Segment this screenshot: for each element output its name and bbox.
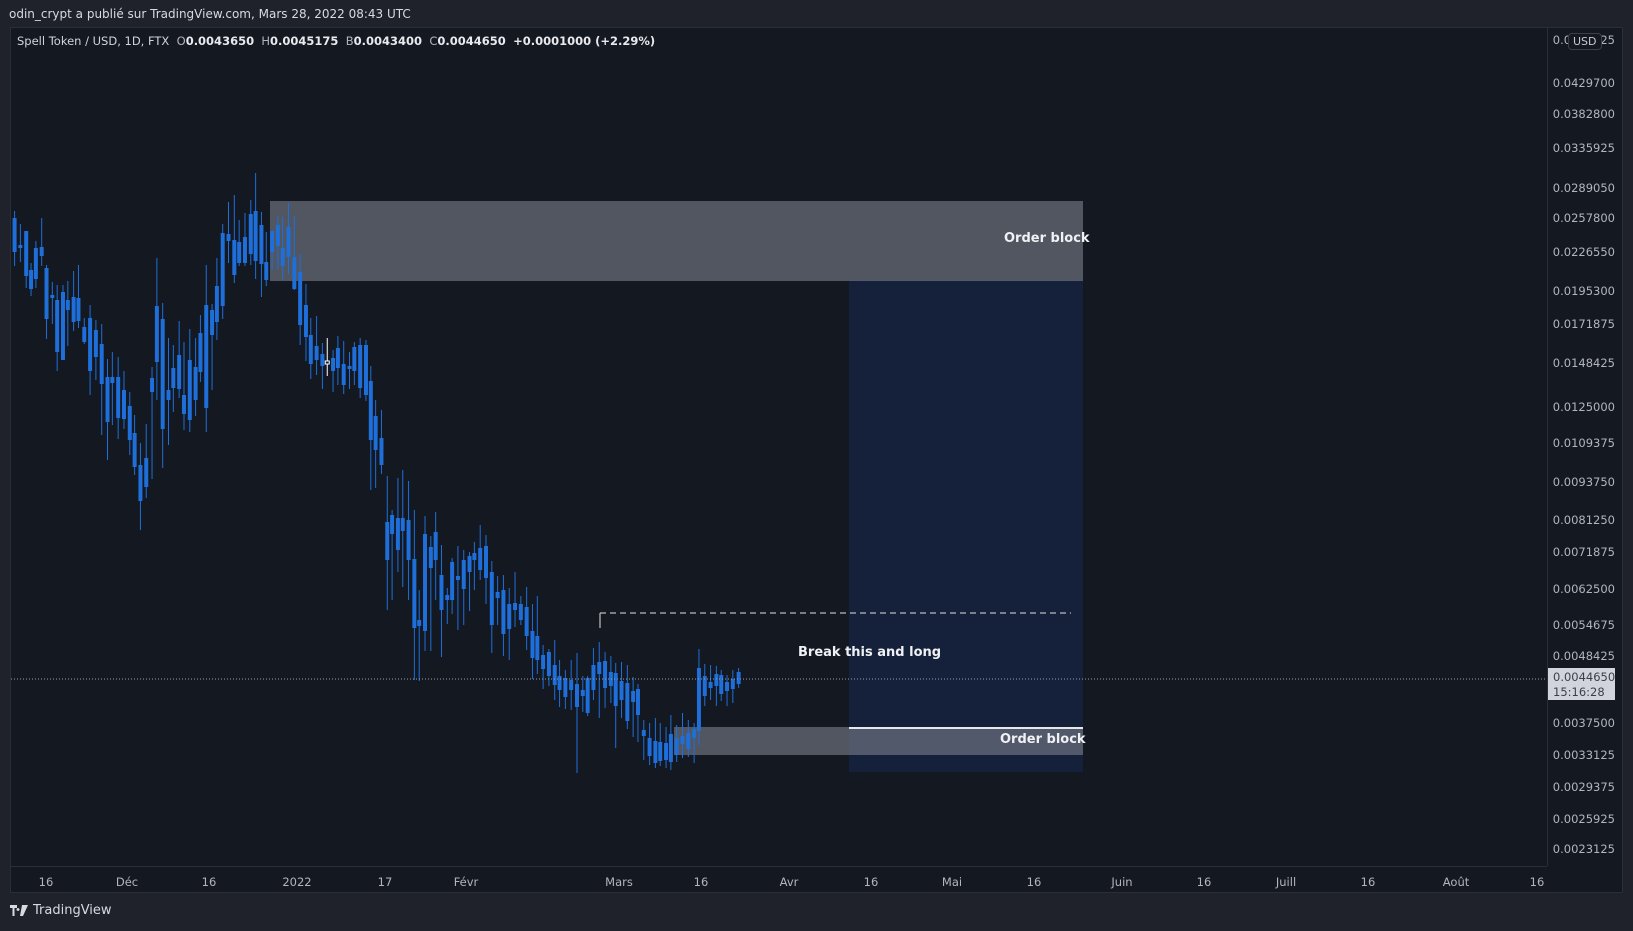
time-tick: 17: [377, 875, 393, 889]
publisher-info: odin_crypt a publié sur TradingView.com,…: [9, 7, 411, 21]
time-tick: Août: [1442, 875, 1470, 889]
time-tick: 16: [1026, 875, 1042, 889]
time-tick: Févr: [453, 875, 479, 889]
tradingview-logo-icon: [10, 905, 28, 916]
currency-badge[interactable]: USD: [1568, 33, 1602, 50]
time-tick: 16: [38, 875, 54, 889]
time-tick: Juin: [1111, 875, 1133, 889]
order-block-top-label: Order block: [1004, 231, 1090, 246]
time-tick: 16: [1529, 875, 1545, 889]
last-price-label: 0.0044650 15:16:28: [1548, 668, 1615, 700]
change-value: +0.0001000 (+2.29%): [513, 34, 656, 48]
break-line-label: Break this and long: [798, 645, 942, 660]
order-block-bottom-topline: [849, 727, 1083, 729]
time-tick: 2022: [282, 875, 312, 889]
price-tick: 0.0289050: [1552, 181, 1615, 195]
order-block-top[interactable]: [270, 201, 1083, 281]
price-tick: 0.0054675: [1552, 618, 1615, 632]
open-value: 0.0043650: [185, 34, 255, 48]
time-tick: Mai: [941, 875, 963, 889]
price-tick: 0.0335925: [1552, 141, 1615, 155]
price-tick: 0.0226550: [1552, 245, 1615, 259]
time-tick: Juill: [1275, 875, 1297, 889]
publish-header: odin_crypt a publié sur TradingView.com,…: [0, 0, 1633, 27]
price-tick: 0.0025925: [1552, 812, 1615, 826]
price-tick: 0.0429700: [1552, 76, 1615, 90]
chart-plot-area[interactable]: Order block Order block Break this and l…: [11, 28, 1547, 866]
price-tick: 0.0195300: [1552, 284, 1615, 298]
time-tick: Déc: [115, 875, 139, 889]
order-block-bottom[interactable]: [674, 727, 1083, 755]
price-tick: 0.0109375: [1552, 436, 1615, 450]
last-price-value: 0.0044650: [1553, 670, 1616, 684]
time-tick: Mars: [605, 875, 633, 889]
long-position-zone[interactable]: [849, 280, 1083, 772]
price-tick: 0.0037500: [1552, 716, 1615, 730]
symbol-name: Spell Token / USD, 1D, FTX: [17, 34, 170, 48]
price-tick: 0.0048425: [1552, 649, 1615, 663]
price-tick: 0.0171875: [1552, 317, 1615, 331]
price-tick: 0.0125000: [1552, 400, 1615, 414]
low-value: 0.0043400: [353, 34, 423, 48]
time-axis[interactable]: 16 Déc 16 2022 17 Févr Mars 16 Avr 16 Mai 16 Juin 16 J…: [11, 866, 1547, 893]
price-axis[interactable]: 0.04765250.04297000.03828000.03359250.02…: [1547, 28, 1623, 866]
order-block-bottom-label: Order block: [1000, 732, 1086, 747]
price-tick: 0.0029375: [1552, 780, 1615, 794]
symbol-legend: Spell Token / USD, 1D, FTX O0.0043650 H0…: [17, 34, 656, 48]
price-tick: 0.0382800: [1552, 107, 1615, 121]
bar-countdown: 15:16:28: [1553, 685, 1605, 699]
price-tick: 0.0071875: [1552, 545, 1615, 559]
time-tick: 16: [1196, 875, 1212, 889]
price-tick: 0.0081250: [1552, 513, 1615, 527]
time-tick: 16: [863, 875, 879, 889]
price-tick: 0.0062500: [1552, 582, 1615, 596]
price-tick: 0.0148425: [1552, 356, 1615, 370]
time-tick: 16: [201, 875, 217, 889]
price-tick: 0.0033125: [1552, 748, 1615, 762]
candlestick-series: [11, 173, 1547, 773]
time-tick: 16: [693, 875, 709, 889]
price-tick: 0.0257800: [1552, 211, 1615, 225]
high-value: 0.0045175: [270, 34, 339, 48]
price-tick: 0.0093750: [1552, 475, 1615, 489]
close-value: 0.0044650: [437, 34, 506, 48]
brand-name: TradingView: [33, 903, 112, 918]
time-tick: 16: [1360, 875, 1376, 889]
time-tick: Avr: [779, 875, 799, 889]
tradingview-footer: TradingView: [10, 903, 112, 918]
price-tick: 0.0023125: [1552, 842, 1615, 856]
